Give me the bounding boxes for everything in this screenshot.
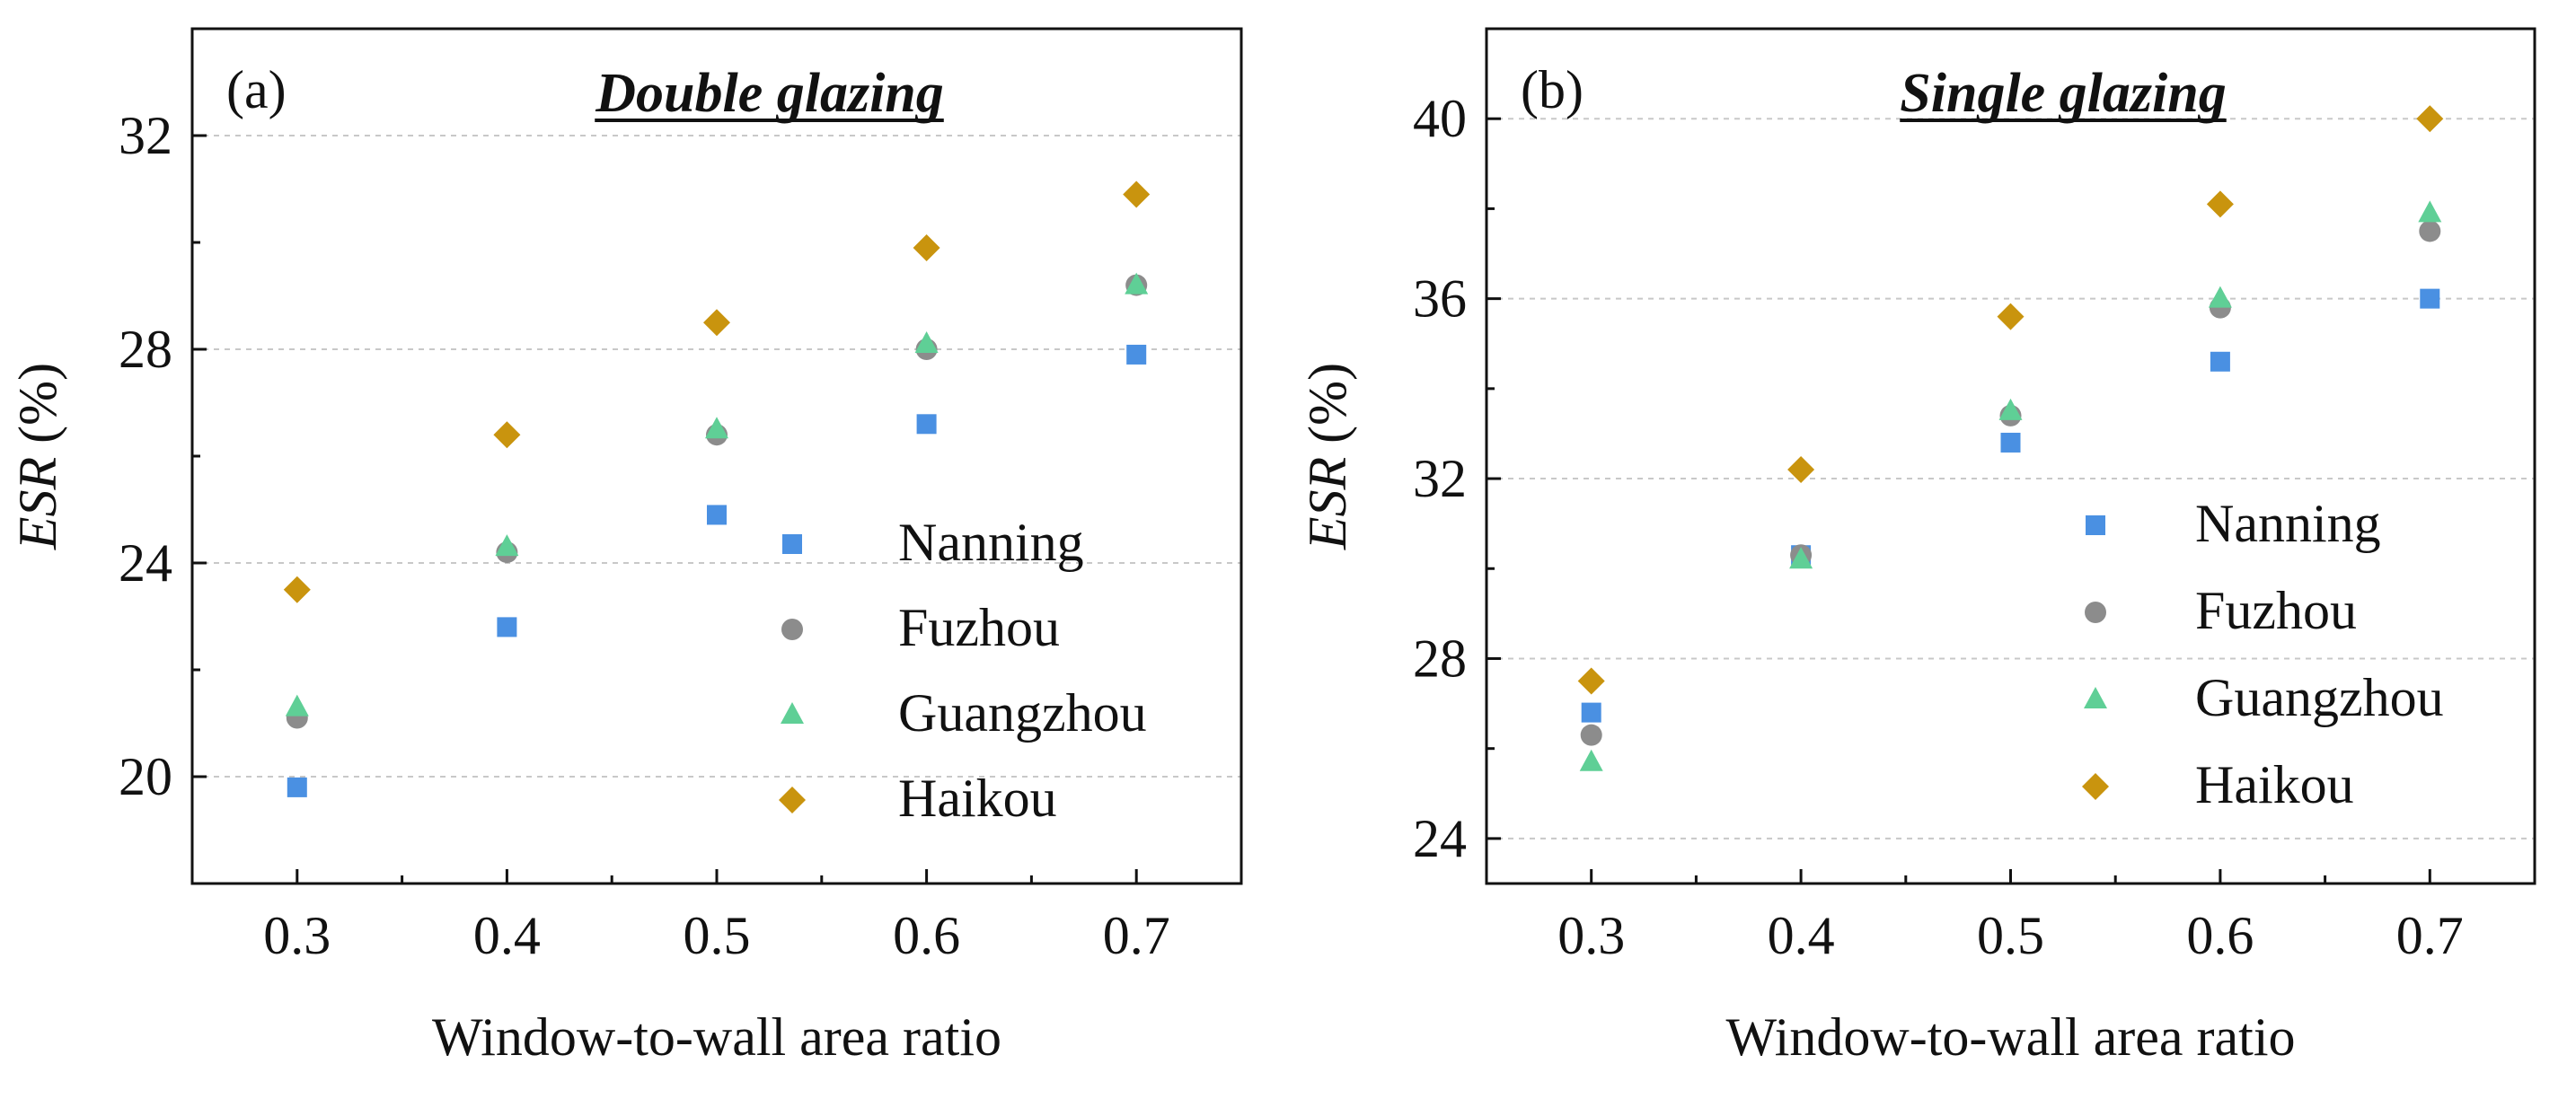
- legend-marker-nanning: [782, 534, 802, 554]
- legend-label-haikou: Haikou: [2195, 755, 2354, 814]
- point-haikou-0.7: [2416, 105, 2444, 133]
- x-tick-label-0.7: 0.7: [1103, 906, 1170, 965]
- point-haikou-0.5: [1997, 303, 2025, 330]
- x-tick-label-0.4: 0.4: [473, 906, 541, 965]
- legend-label-guangzhou: Guangzhou: [898, 683, 1147, 743]
- point-guangzhou-0.6: [2208, 286, 2232, 308]
- point-guangzhou-0.7: [2418, 200, 2442, 223]
- point-haikou-0.6: [2206, 190, 2234, 218]
- legend: Nanning Fuzhou Guangzhou Haikou: [2082, 494, 2444, 814]
- point-nanning-0.4: [497, 617, 517, 637]
- x-tick-label-0.3: 0.3: [263, 906, 331, 965]
- legend-label-guangzhou: Guangzhou: [2195, 668, 2444, 727]
- point-haikou-0.6: [913, 233, 940, 261]
- point-guangzhou-0.4: [1789, 547, 1813, 569]
- x-axis-label: Window-to-wall area ratio: [1726, 1007, 2296, 1067]
- y-tick-label-28: 28: [119, 320, 172, 379]
- x-tick-label-0.3: 0.3: [1557, 906, 1625, 965]
- point-guangzhou-0.5: [705, 417, 728, 439]
- series-nanning: [287, 344, 1147, 797]
- panel-letter: (b): [1521, 60, 1584, 119]
- y-axis-label: ESR (%): [8, 363, 67, 550]
- legend-label-nanning: Nanning: [898, 513, 1084, 572]
- legend-marker-guangzhou: [781, 702, 804, 724]
- point-nanning-0.7: [2420, 288, 2440, 309]
- series-guangzhou: [1579, 200, 2442, 771]
- x-tick-label-0.4: 0.4: [1768, 906, 1835, 965]
- point-nanning-0.3: [1581, 702, 1601, 723]
- legend-label-haikou: Haikou: [898, 769, 1057, 828]
- point-fuzhou-0.3: [1580, 724, 1602, 746]
- point-nanning-0.5: [2000, 432, 2021, 453]
- y-tick-label-24: 24: [1413, 809, 1467, 868]
- point-haikou-0.3: [283, 576, 311, 603]
- point-haikou-0.3: [1577, 667, 1605, 695]
- x-tick-label-0.6: 0.6: [2186, 906, 2254, 965]
- panel-title: Single glazing: [1900, 63, 2227, 124]
- legend-label-fuzhou: Fuzhou: [898, 598, 1060, 657]
- y-axis-label-italic: ESR: [1298, 457, 1357, 550]
- panel-letter: (a): [226, 60, 287, 119]
- point-haikou-0.7: [1123, 180, 1151, 208]
- x-tick-label-0.5: 0.5: [684, 906, 751, 965]
- point-guangzhou-0.7: [1125, 272, 1149, 295]
- panel-title: Double glazing: [595, 63, 944, 124]
- legend-marker-haikou: [2082, 773, 2109, 800]
- point-haikou-0.4: [1787, 456, 1815, 484]
- x-tick-label-0.6: 0.6: [893, 906, 960, 965]
- legend: Nanning Fuzhou Guangzhou Haikou: [779, 513, 1147, 828]
- series-guangzhou: [285, 272, 1149, 717]
- point-guangzhou-0.6: [914, 331, 939, 354]
- y-tick-label-20: 20: [119, 747, 172, 806]
- point-guangzhou-0.3: [1579, 749, 1603, 771]
- point-haikou-0.4: [493, 421, 521, 449]
- panel-single-glazing: 24 28 32 36 40 0.3 0.4 0.5 0.6 0.7 Window-to-wall …: [1298, 27, 2536, 1067]
- point-fuzhou-0.7: [2419, 220, 2441, 242]
- y-axis-label-unit: (%): [8, 363, 67, 457]
- y-axis-label: ESR (%): [1298, 363, 1357, 550]
- point-haikou-0.5: [703, 309, 730, 337]
- series-haikou: [283, 180, 1151, 603]
- point-nanning-0.6: [916, 414, 937, 435]
- legend-marker-fuzhou: [781, 619, 803, 640]
- point-nanning-0.7: [1126, 344, 1147, 365]
- legend-marker-fuzhou: [2085, 602, 2106, 623]
- legend-marker-haikou: [779, 787, 806, 813]
- y-tick-label-36: 36: [1413, 269, 1467, 329]
- y-axis-label-italic: ESR: [8, 457, 67, 550]
- panel-double-glazing: 20 24 28 32 0.3 0.4 0.5 0.6 0.7 Window-to-wall ar…: [8, 27, 1243, 1067]
- y-tick-label-32: 32: [119, 106, 172, 165]
- legend-marker-guangzhou: [2084, 687, 2107, 708]
- y-axis-label-unit: (%): [1298, 363, 1357, 457]
- series-haikou: [1577, 105, 2444, 695]
- y-tick-label-32: 32: [1413, 449, 1467, 508]
- x-tick-label-0.7: 0.7: [2396, 906, 2464, 965]
- point-guangzhou-0.4: [495, 534, 519, 557]
- point-guangzhou-0.3: [285, 694, 309, 717]
- y-tick-label-24: 24: [119, 533, 172, 593]
- legend-marker-nanning: [2086, 515, 2105, 535]
- point-nanning-0.5: [707, 505, 727, 525]
- legend-label-nanning: Nanning: [2195, 494, 2381, 553]
- point-guangzhou-0.5: [1998, 398, 2023, 420]
- y-tick-label-28: 28: [1413, 629, 1467, 688]
- legend-label-fuzhou: Fuzhou: [2195, 581, 2357, 640]
- x-tick-label-0.5: 0.5: [1977, 906, 2044, 965]
- point-nanning-0.3: [287, 777, 307, 797]
- x-axis-label: Window-to-wall area ratio: [432, 1007, 1001, 1067]
- y-tick-label-40: 40: [1413, 89, 1467, 148]
- point-nanning-0.6: [2210, 351, 2230, 372]
